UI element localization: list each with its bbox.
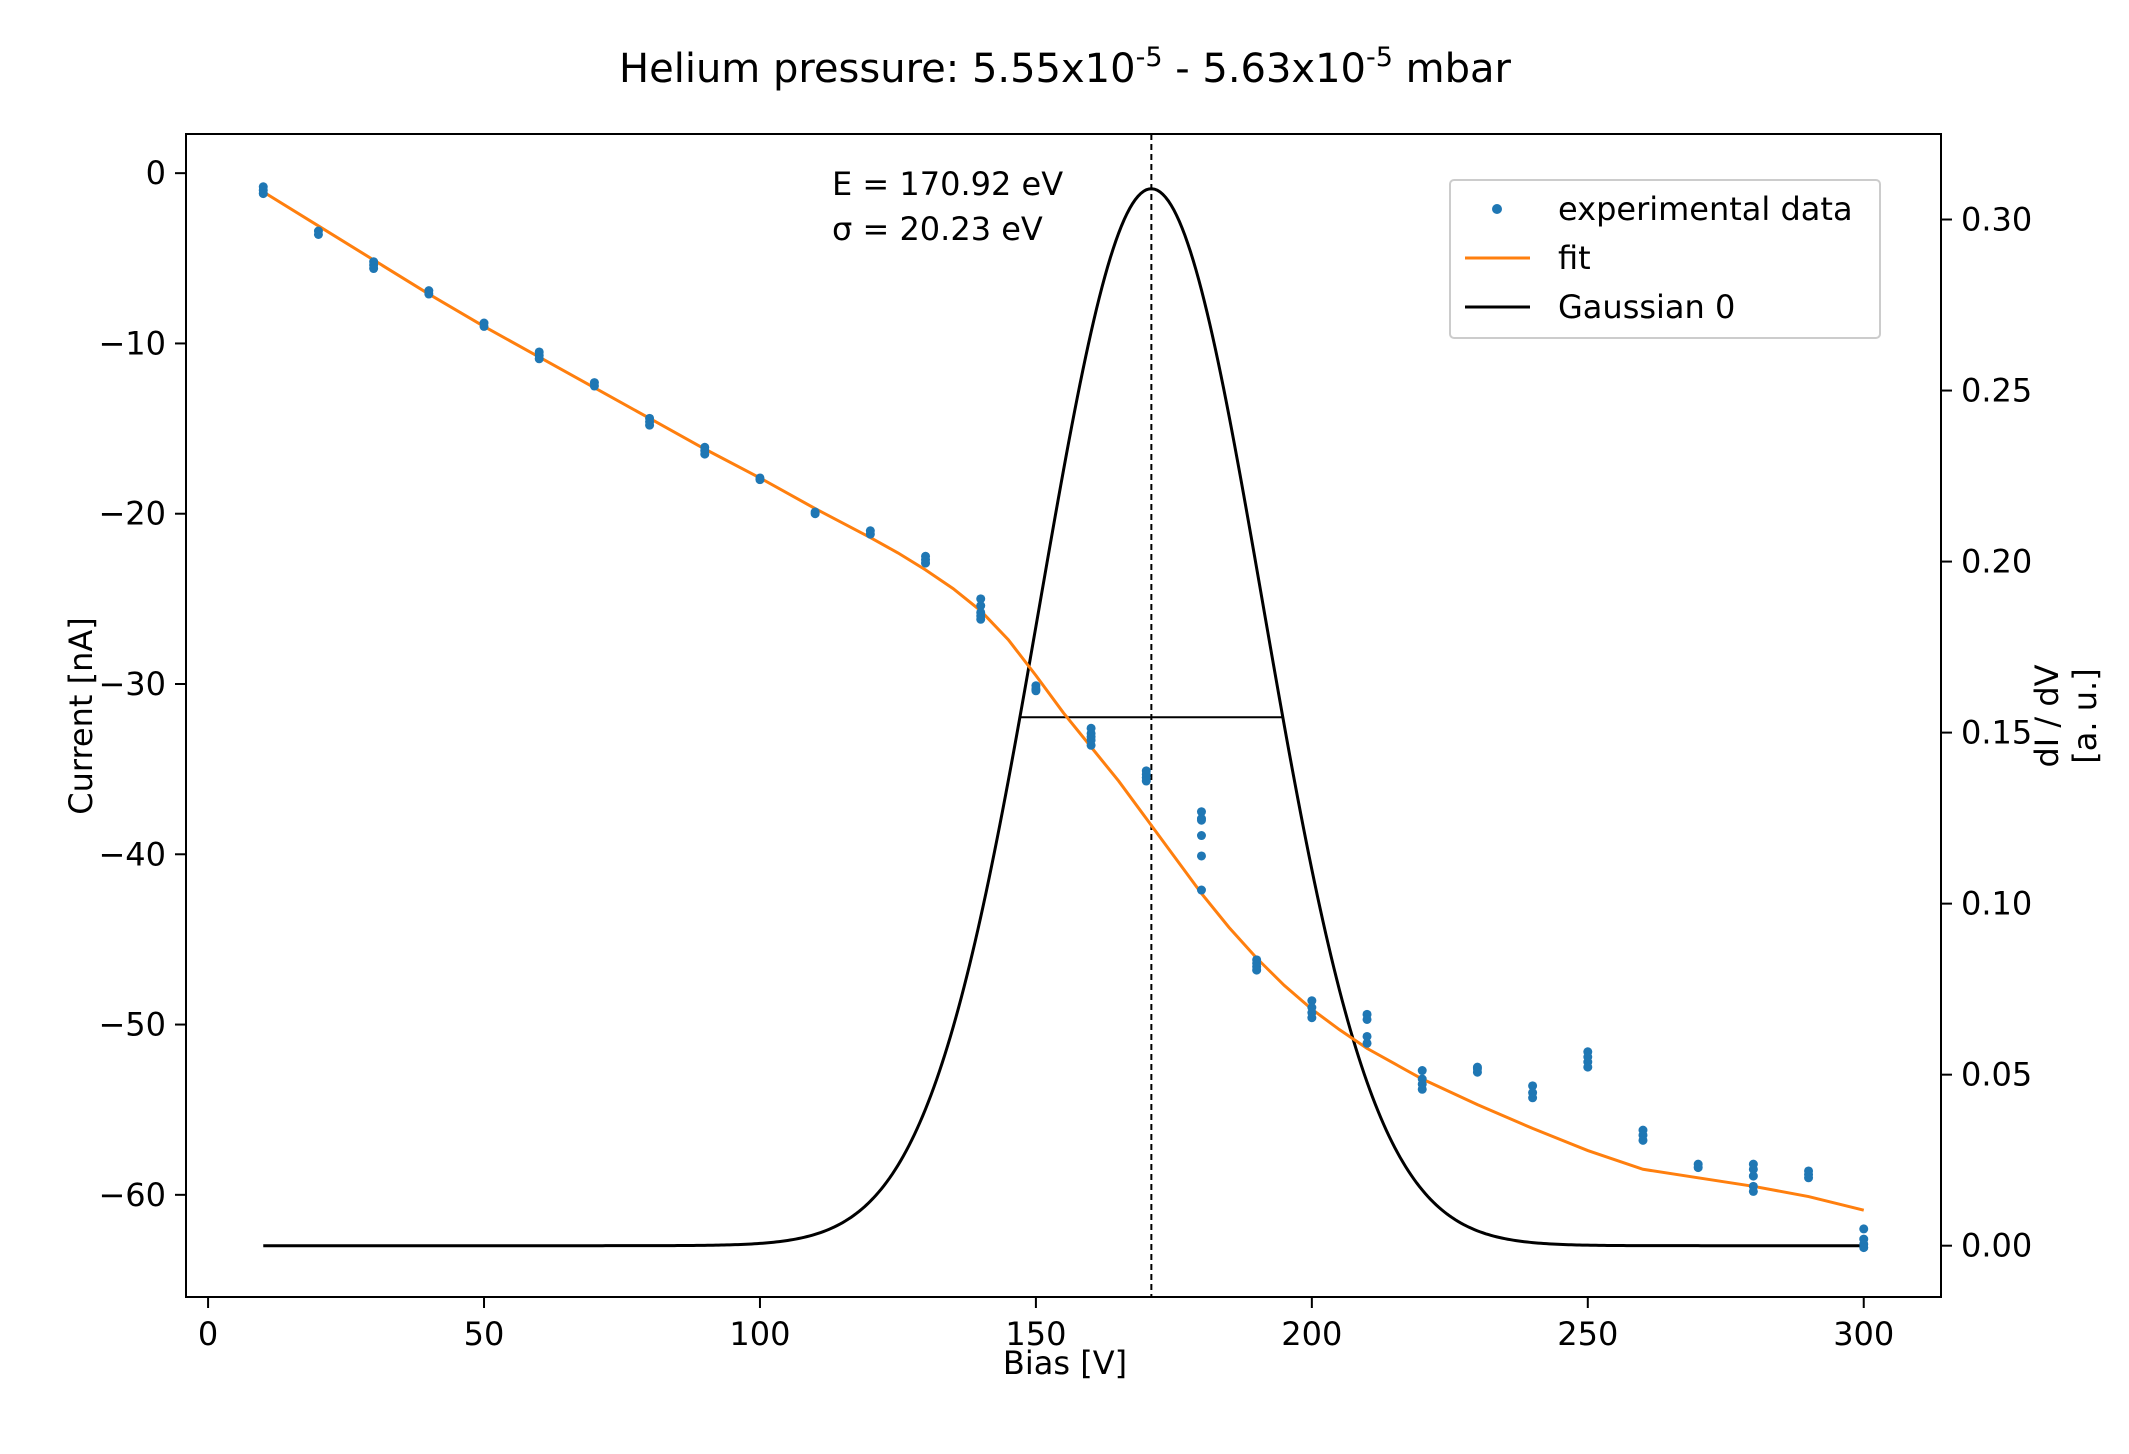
data-point bbox=[1196, 807, 1206, 817]
legend-frame bbox=[1449, 179, 1881, 339]
data-point bbox=[1031, 686, 1041, 696]
gaussian-curve bbox=[263, 187, 1864, 1248]
left-y-tick-label: −30 bbox=[98, 665, 166, 703]
legend-label-fit: fit bbox=[1558, 239, 1591, 277]
data-point bbox=[369, 264, 379, 274]
data-point bbox=[1141, 776, 1151, 786]
x-tick-label: 200 bbox=[1281, 1315, 1342, 1353]
left-y-tick-label: −20 bbox=[98, 495, 166, 533]
data-point bbox=[921, 558, 931, 568]
right-y-tick-label: 0.00 bbox=[1961, 1227, 2032, 1265]
x-axis-label: Bias [V] bbox=[1003, 1344, 1127, 1382]
right-y-axis-label-line2: [a. u.] bbox=[2066, 668, 2104, 763]
data-point bbox=[1362, 1014, 1372, 1024]
data-point bbox=[755, 475, 765, 485]
x-tick-label: 250 bbox=[1557, 1315, 1618, 1353]
title-superscript-2: -5 bbox=[1366, 42, 1393, 73]
data-point bbox=[1307, 1013, 1317, 1023]
x-tick-label: 0 bbox=[198, 1315, 218, 1353]
data-point bbox=[1859, 1224, 1869, 1234]
left-y-tick-label: −40 bbox=[98, 835, 166, 873]
x-tick-label: 100 bbox=[729, 1315, 790, 1353]
right-y-tick-label: 0.20 bbox=[1961, 543, 2032, 581]
legend-label-gaussian: Gaussian 0 bbox=[1558, 288, 1735, 326]
left-y-tick-label: −50 bbox=[98, 1006, 166, 1044]
data-point bbox=[1528, 1093, 1538, 1103]
legend-marker-experimental-data bbox=[1492, 204, 1502, 214]
x-tick-label: 150 bbox=[1005, 1315, 1066, 1353]
data-point bbox=[976, 601, 986, 611]
data-point bbox=[1196, 831, 1206, 841]
title-suffix: mbar bbox=[1393, 46, 1512, 92]
x-tick-label: 50 bbox=[464, 1315, 505, 1353]
data-point bbox=[1196, 815, 1206, 825]
data-point bbox=[1362, 1038, 1372, 1048]
data-point bbox=[1196, 851, 1206, 861]
data-point bbox=[1417, 1066, 1427, 1076]
data-point bbox=[1583, 1062, 1593, 1072]
data-point bbox=[645, 420, 655, 430]
data-point bbox=[865, 529, 875, 539]
data-point bbox=[1693, 1163, 1703, 1173]
data-point bbox=[1748, 1164, 1758, 1174]
plot-content bbox=[258, 134, 1869, 1297]
data-point bbox=[1252, 965, 1262, 975]
left-y-tick-label: 0 bbox=[146, 154, 166, 192]
x-tick-label: 300 bbox=[1833, 1315, 1894, 1353]
data-point bbox=[700, 449, 710, 459]
left-y-tick-label: −10 bbox=[98, 324, 166, 362]
data-point bbox=[1307, 996, 1317, 1006]
left-y-axis-label: Current [nA] bbox=[62, 617, 100, 815]
data-point bbox=[479, 321, 489, 331]
data-point bbox=[1638, 1135, 1648, 1145]
sigma-annotation: σ = 20.23 eV bbox=[832, 210, 1043, 248]
right-y-tick-label: 0.15 bbox=[1961, 714, 2032, 752]
legend-label-experimental-data: experimental data bbox=[1558, 190, 1853, 228]
data-point bbox=[1086, 740, 1096, 750]
data-point bbox=[1362, 1031, 1372, 1041]
right-y-axis-label-line1: dI / dV bbox=[2028, 664, 2066, 767]
left-y-tick-label: −60 bbox=[98, 1176, 166, 1214]
title-superscript-1: -5 bbox=[1136, 42, 1163, 73]
fit-curve bbox=[262, 190, 1865, 1212]
legend: experimental data fit Gaussian 0 bbox=[1449, 179, 1881, 339]
data-point bbox=[1417, 1084, 1427, 1094]
right-y-tick-label: 0.25 bbox=[1961, 372, 2032, 410]
data-point bbox=[589, 381, 599, 391]
data-point bbox=[976, 594, 986, 604]
plot-area-frame bbox=[185, 133, 1942, 1298]
data-point bbox=[258, 189, 268, 199]
title-prefix: Helium pressure: 5.55x10 bbox=[619, 46, 1136, 92]
data-point bbox=[1472, 1067, 1482, 1077]
data-point bbox=[810, 509, 820, 519]
data-point bbox=[976, 614, 986, 624]
data-point bbox=[424, 289, 434, 299]
data-point bbox=[1804, 1173, 1814, 1183]
right-y-tick-label: 0.10 bbox=[1961, 885, 2032, 923]
right-y-tick-label: 0.05 bbox=[1961, 1056, 2032, 1094]
data-point bbox=[1748, 1171, 1758, 1181]
data-point bbox=[1196, 885, 1206, 895]
data-point bbox=[313, 229, 323, 239]
chart-title: Helium pressure: 5.55x10-5 - 5.63x10-5 m… bbox=[619, 42, 1511, 92]
right-y-tick-label: 0.30 bbox=[1961, 201, 2032, 239]
data-point bbox=[1528, 1081, 1538, 1091]
energy-annotation: E = 170.92 eV bbox=[832, 165, 1063, 203]
data-point bbox=[1859, 1243, 1869, 1253]
data-point bbox=[1748, 1186, 1758, 1196]
data-point bbox=[534, 354, 544, 364]
title-middle: - 5.63x10 bbox=[1163, 46, 1367, 92]
